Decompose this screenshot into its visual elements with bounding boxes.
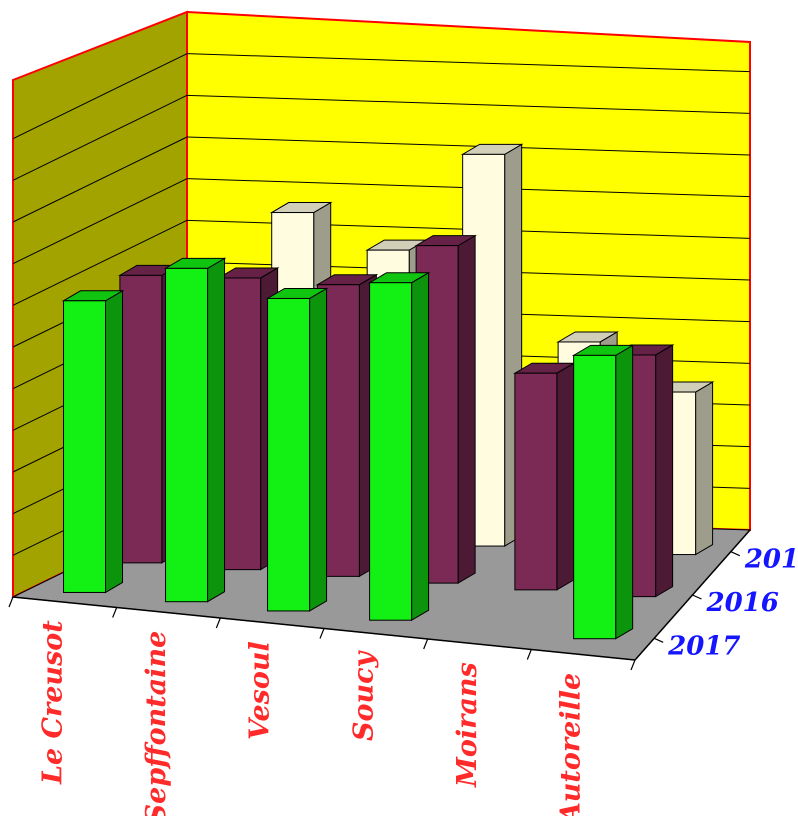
bar-2016-moirans bbox=[513, 362, 576, 591]
series-tick bbox=[730, 551, 741, 557]
bar-2017-autoreille bbox=[571, 344, 635, 640]
category-label: Vesoul bbox=[245, 641, 276, 740]
series-row-2017 bbox=[61, 257, 635, 640]
bar-2017-vesoul bbox=[265, 287, 329, 612]
category-label: Autoreille bbox=[556, 673, 587, 816]
series-label: 2015 bbox=[744, 545, 798, 575]
x-tick bbox=[112, 607, 118, 618]
gridline-side bbox=[12, 136, 188, 223]
x-tick bbox=[319, 628, 325, 639]
category-ticks bbox=[8, 596, 636, 671]
series-label: 2016 bbox=[706, 588, 779, 618]
gridline-back bbox=[186, 94, 751, 114]
category-label: Moirans bbox=[452, 662, 483, 788]
series-label: 2017 bbox=[667, 631, 740, 661]
gridline-back bbox=[186, 136, 751, 156]
category-label: Soucy bbox=[348, 649, 379, 741]
x-tick bbox=[8, 596, 14, 608]
x-tick bbox=[215, 617, 221, 629]
category-label: Le Creusot bbox=[37, 620, 68, 785]
gridline-back bbox=[186, 53, 751, 73]
bar-groups bbox=[61, 143, 715, 640]
gridline-side bbox=[12, 178, 188, 265]
category-labels: Le Creusot Sepffontaine Vesoul Soucy Moirans… bbox=[37, 620, 586, 816]
bar-2017-le-creusot bbox=[61, 289, 125, 594]
series-tick bbox=[692, 594, 702, 600]
bar-2017-sepffontaine bbox=[163, 257, 227, 603]
bar-2017-soucy bbox=[367, 271, 431, 622]
gridline-side bbox=[12, 219, 188, 306]
x-tick bbox=[423, 638, 429, 650]
x-tick bbox=[630, 659, 636, 671]
category-label: Sepffontaine bbox=[141, 631, 172, 816]
gridline-side bbox=[12, 53, 188, 140]
x-tick bbox=[526, 649, 532, 660]
series-labels: 2015 2016 2017 bbox=[653, 545, 798, 661]
series-tick bbox=[653, 637, 664, 643]
gridline-side bbox=[12, 94, 188, 181]
